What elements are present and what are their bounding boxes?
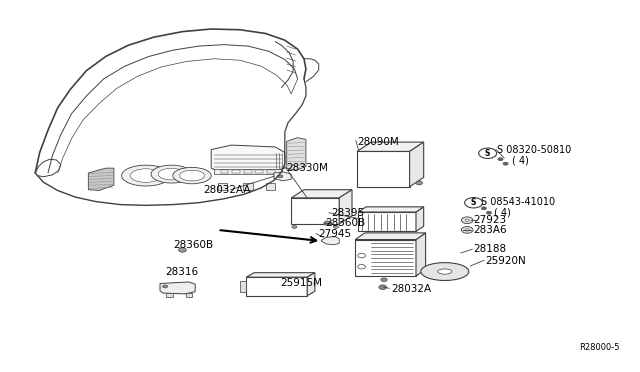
Polygon shape [211,145,285,173]
Text: S 08320-50810: S 08320-50810 [497,145,571,154]
Text: ( 4): ( 4) [512,156,529,166]
Text: S: S [471,198,476,207]
Ellipse shape [438,269,452,274]
Text: 27923: 27923 [474,215,507,225]
Polygon shape [358,212,416,231]
Circle shape [498,158,503,161]
Polygon shape [221,170,228,173]
Text: 28330M: 28330M [287,163,328,173]
Polygon shape [287,138,306,170]
Circle shape [416,181,422,185]
Text: 28090M: 28090M [357,137,399,147]
Text: 28032AA: 28032AA [204,185,251,195]
Polygon shape [357,151,410,187]
Text: 28395: 28395 [332,208,365,218]
Circle shape [486,211,492,214]
Polygon shape [255,170,263,173]
Circle shape [503,162,508,165]
Polygon shape [244,170,252,173]
Ellipse shape [122,165,170,186]
Circle shape [292,225,297,228]
Text: S: S [485,149,490,158]
Circle shape [465,219,469,221]
Polygon shape [274,172,291,181]
Text: 283A6: 283A6 [474,225,508,235]
Circle shape [179,248,186,252]
Circle shape [461,227,473,233]
Polygon shape [232,170,240,173]
Ellipse shape [130,169,162,182]
Circle shape [379,285,387,289]
Ellipse shape [421,263,468,280]
Polygon shape [186,293,192,297]
Text: 28188: 28188 [474,244,507,254]
Text: 28032A: 28032A [392,285,432,294]
Circle shape [333,225,339,228]
Polygon shape [357,142,424,151]
Circle shape [163,285,168,288]
Polygon shape [246,273,315,277]
Circle shape [324,221,332,225]
Text: S 08543-41010: S 08543-41010 [481,197,556,206]
Text: 28360B: 28360B [325,218,365,228]
Polygon shape [267,170,275,173]
Polygon shape [321,237,339,245]
Ellipse shape [158,168,185,180]
Polygon shape [240,281,246,292]
Polygon shape [291,190,352,198]
Circle shape [381,278,387,282]
Text: 25920N: 25920N [485,256,526,266]
Text: ( 4): ( 4) [494,207,511,217]
Polygon shape [218,183,227,190]
Text: R28000-5: R28000-5 [579,343,620,352]
Polygon shape [160,282,195,294]
Polygon shape [355,240,416,276]
Text: 28360B: 28360B [173,240,213,250]
Polygon shape [339,190,352,224]
Ellipse shape [173,167,211,184]
Ellipse shape [151,165,192,183]
Polygon shape [416,233,426,276]
Circle shape [358,264,365,269]
Polygon shape [266,183,275,190]
Circle shape [479,148,497,158]
Circle shape [461,217,473,224]
Polygon shape [291,198,339,224]
Text: 27945: 27945 [319,229,352,238]
Polygon shape [410,142,424,187]
Polygon shape [214,169,282,174]
Circle shape [465,198,483,208]
Polygon shape [416,207,424,231]
Text: 28316: 28316 [165,267,198,277]
Polygon shape [246,277,307,296]
Polygon shape [88,168,114,190]
Polygon shape [355,233,426,240]
Circle shape [481,207,486,210]
Polygon shape [243,183,253,190]
Polygon shape [166,293,173,297]
Circle shape [465,229,469,231]
Circle shape [278,175,283,178]
Circle shape [358,253,365,258]
Text: 25915M: 25915M [280,279,323,288]
Polygon shape [307,273,315,296]
Polygon shape [358,207,424,212]
Ellipse shape [179,170,205,181]
